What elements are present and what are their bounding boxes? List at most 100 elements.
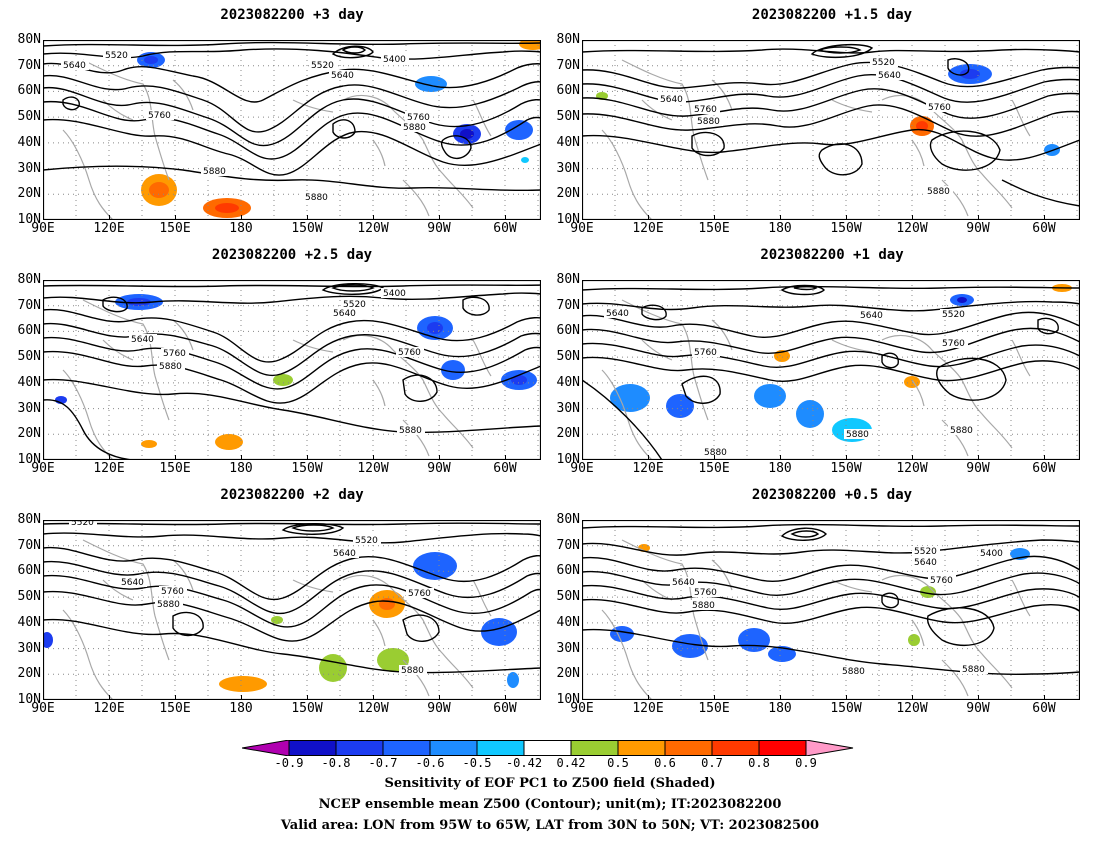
z500-contour xyxy=(43,560,541,615)
z500-contour xyxy=(43,86,541,147)
longitude-label: 150E xyxy=(159,701,191,716)
z500-contour xyxy=(810,43,874,59)
contour-label: 5760 xyxy=(694,348,717,358)
z500-contour xyxy=(881,592,899,609)
contour-label-bg xyxy=(341,299,369,309)
contour-label-bg xyxy=(604,308,632,318)
contour-label: 5760 xyxy=(694,588,717,598)
longitude-label: 120E xyxy=(632,461,664,476)
latitude-label: 20N xyxy=(17,666,41,682)
contour-label: 5880 xyxy=(157,600,180,610)
longitude-label: 150W xyxy=(291,221,323,236)
latitude-label: 30N xyxy=(17,160,41,176)
contour-label-bg xyxy=(858,310,886,320)
sensitivity-shading xyxy=(610,384,650,412)
z500-contour xyxy=(402,614,440,642)
contour-label-bg xyxy=(157,361,185,371)
map-frame xyxy=(43,280,541,460)
longitude-label: 90W xyxy=(427,701,451,716)
contour-label-bg xyxy=(401,122,429,132)
colorbar-segment xyxy=(335,740,384,756)
contour-label-bg xyxy=(940,309,968,319)
z500-contour xyxy=(402,374,438,402)
z500-contour xyxy=(43,292,541,304)
contour-label-bg xyxy=(331,308,359,318)
z500-contour xyxy=(926,607,995,647)
longitude-label: 60W xyxy=(493,461,517,476)
contour-label: 5640 xyxy=(914,558,937,568)
contour-label-bg xyxy=(381,288,409,298)
longitude-label: 60W xyxy=(493,701,517,716)
longitude-label: 180 xyxy=(768,221,792,236)
map-panel: 5640 5640 5520 5760 5760 5880 5880 5880 xyxy=(582,280,1080,460)
contour-label: 5640 xyxy=(333,549,356,559)
z500-contour xyxy=(582,311,1080,338)
colorbar-label: -0.7 xyxy=(368,756,398,770)
contour-label-bg xyxy=(201,166,229,176)
latitude-label: 50N xyxy=(556,109,580,125)
latitude-label: 80N xyxy=(556,272,580,287)
contour-label-bg xyxy=(61,60,89,70)
sensitivity-shading xyxy=(960,69,980,79)
sensitivity-shading xyxy=(441,360,465,380)
sensitivity-shading xyxy=(43,632,53,648)
longitude-label: 90W xyxy=(427,461,451,476)
contour-label: 5520 xyxy=(71,520,94,528)
contour-label: 5760 xyxy=(694,105,717,115)
z500-contour xyxy=(43,590,541,642)
z500-contour xyxy=(582,523,1080,529)
sensitivity-shading xyxy=(415,76,447,92)
longitude-label: 90E xyxy=(570,221,594,236)
z500-contour xyxy=(582,379,663,460)
contour-label: 5760 xyxy=(163,349,186,359)
map-frame xyxy=(43,520,541,700)
contour-label-bg xyxy=(397,425,425,435)
longitude-label: 90W xyxy=(427,221,451,236)
z500-contour xyxy=(43,378,541,434)
colorbar-segment xyxy=(242,740,290,756)
panel-title: 2023082200 +1.5 day xyxy=(751,7,913,23)
contour-label: 5520 xyxy=(355,536,378,546)
z500-contour xyxy=(43,118,541,176)
coastline xyxy=(292,575,492,697)
panel-title: 2023082200 +0.5 day xyxy=(751,487,913,503)
contour-label: 5880 xyxy=(962,665,985,675)
coastline xyxy=(831,575,1031,697)
map-frame xyxy=(43,40,541,220)
z500-contour xyxy=(43,41,541,47)
sensitivity-shading xyxy=(149,182,169,198)
contour-label: 5520 xyxy=(942,310,965,320)
z500-contour xyxy=(43,284,541,288)
colorbar-segment xyxy=(523,740,572,756)
contour-label-bg xyxy=(870,57,898,67)
z500-contour xyxy=(43,336,541,390)
latitude-label: 10N xyxy=(556,212,580,227)
latitude-label: 40N xyxy=(17,134,41,150)
latitude-label: 40N xyxy=(556,134,580,150)
sensitivity-shading xyxy=(916,121,928,131)
z500-contour xyxy=(790,530,820,538)
colorbar-label: 0.8 xyxy=(748,756,770,770)
contour-label-bg xyxy=(692,104,720,114)
longitude-label: 120W xyxy=(357,221,389,236)
coastline xyxy=(292,95,492,217)
contour-label-bg xyxy=(159,586,187,596)
longitude-label: 120W xyxy=(357,461,389,476)
longitude-label: 120E xyxy=(632,701,664,716)
z500-contour xyxy=(582,285,1080,291)
sensitivity-shading xyxy=(521,157,529,163)
longitude-label: 150E xyxy=(698,221,730,236)
map-canvas: 5640 5640 5520 5760 5760 5880 5880 5880 xyxy=(582,280,1080,460)
latitude-label: 20N xyxy=(556,426,580,442)
contour-label-bg xyxy=(396,347,424,357)
contour-label-bg xyxy=(692,347,720,357)
colorbar-segment xyxy=(758,740,807,756)
latitude-label: 20N xyxy=(17,186,41,202)
colorbar-label: 0.42 xyxy=(556,756,586,770)
latitude-label: 10N xyxy=(17,692,41,707)
longitude-label: 150E xyxy=(698,461,730,476)
contour-label: 5760 xyxy=(407,113,430,123)
z500-contour xyxy=(332,119,356,139)
latitude-label: 10N xyxy=(17,212,41,227)
